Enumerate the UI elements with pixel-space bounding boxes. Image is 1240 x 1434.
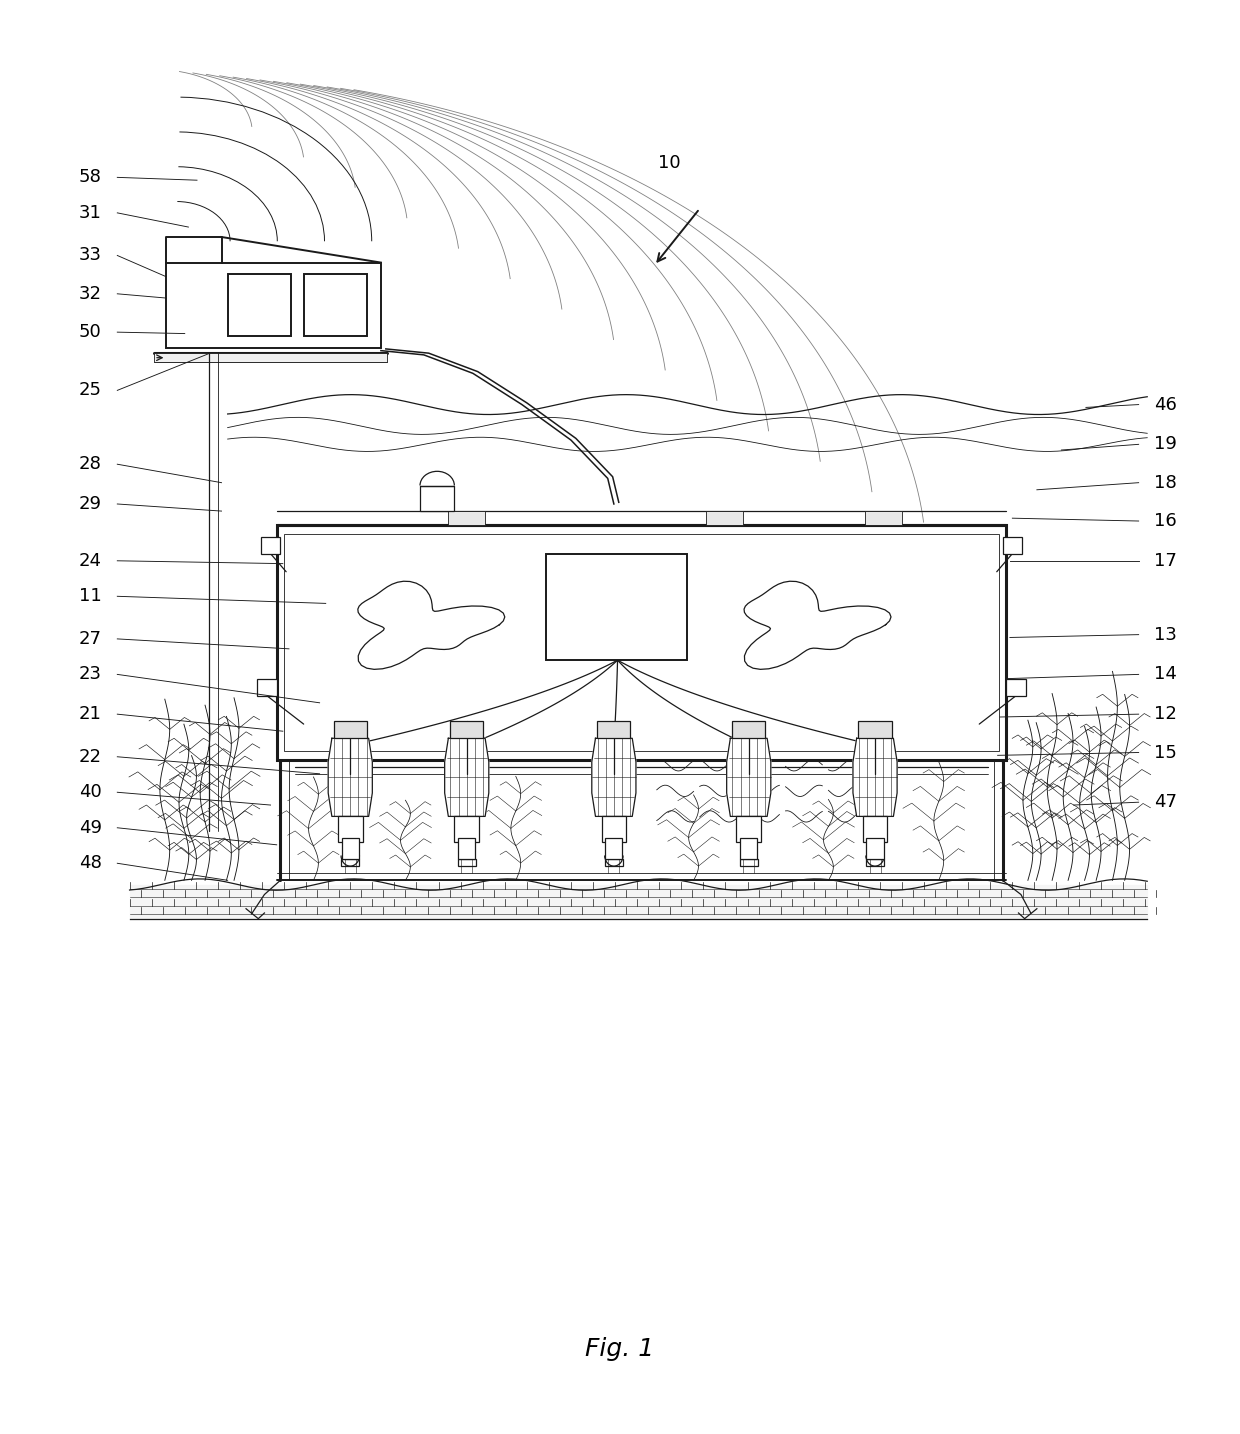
Text: 40: 40	[79, 783, 102, 802]
Bar	[605, 837, 622, 859]
Bar	[739, 859, 758, 866]
Text: 15: 15	[1154, 743, 1177, 761]
Text: 46: 46	[1154, 396, 1177, 413]
Bar	[605, 767, 635, 786]
Text: 28: 28	[79, 455, 102, 473]
Text: 16: 16	[1154, 512, 1177, 531]
Bar	[154, 353, 387, 361]
Bar	[1003, 536, 1022, 554]
Bar	[732, 721, 765, 739]
Bar	[339, 816, 362, 842]
Bar	[858, 721, 892, 739]
Bar	[863, 816, 888, 842]
Bar	[342, 837, 358, 859]
Bar	[449, 511, 485, 525]
Bar	[257, 678, 277, 695]
Text: 22: 22	[79, 747, 102, 766]
Bar	[455, 816, 479, 842]
Text: 50: 50	[79, 323, 102, 341]
Text: 32: 32	[79, 285, 102, 303]
Text: 47: 47	[1154, 793, 1177, 812]
Text: Fig. 1: Fig. 1	[585, 1336, 655, 1361]
Bar	[334, 721, 367, 739]
Polygon shape	[445, 739, 489, 816]
Text: 25: 25	[79, 381, 102, 400]
Bar	[458, 859, 476, 866]
Bar	[458, 837, 475, 859]
Bar	[420, 486, 454, 511]
Bar	[277, 525, 1006, 760]
Text: 58: 58	[79, 168, 102, 186]
Bar	[336, 767, 365, 786]
Bar	[866, 859, 884, 866]
Polygon shape	[358, 581, 505, 670]
Text: 12: 12	[1154, 706, 1177, 723]
Bar	[706, 511, 743, 525]
Bar	[458, 767, 487, 786]
Polygon shape	[591, 739, 636, 816]
Bar	[737, 816, 761, 842]
Bar	[228, 274, 291, 337]
Bar	[341, 859, 360, 866]
Bar	[304, 274, 367, 337]
Bar	[863, 767, 893, 786]
Text: 31: 31	[79, 204, 102, 222]
Text: 14: 14	[1154, 665, 1177, 684]
Text: 24: 24	[79, 552, 102, 569]
Polygon shape	[727, 739, 771, 816]
Text: 21: 21	[79, 706, 102, 723]
Text: 23: 23	[79, 665, 102, 684]
Bar	[547, 554, 687, 660]
Text: 29: 29	[79, 495, 102, 513]
Bar	[450, 721, 484, 739]
Bar	[740, 837, 758, 859]
Bar	[605, 859, 622, 866]
Bar	[166, 262, 381, 348]
Text: 19: 19	[1154, 436, 1177, 453]
Bar	[598, 721, 630, 739]
Polygon shape	[853, 739, 897, 816]
Bar	[260, 536, 280, 554]
Bar	[601, 816, 626, 842]
Text: 13: 13	[1154, 625, 1177, 644]
Text: 33: 33	[79, 247, 102, 264]
Text: 49: 49	[79, 819, 102, 837]
Text: 27: 27	[79, 630, 102, 648]
Text: 11: 11	[79, 588, 102, 605]
Text: 18: 18	[1154, 473, 1177, 492]
Polygon shape	[744, 581, 892, 670]
Polygon shape	[329, 739, 372, 816]
Bar	[284, 533, 999, 751]
Text: 17: 17	[1154, 552, 1177, 569]
Text: 48: 48	[79, 855, 102, 872]
Bar	[1006, 678, 1025, 695]
Bar	[866, 511, 901, 525]
Text: 10: 10	[657, 155, 681, 172]
Bar	[740, 767, 770, 786]
Bar	[867, 837, 884, 859]
